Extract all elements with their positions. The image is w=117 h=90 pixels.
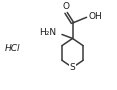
Text: HCl: HCl — [5, 44, 21, 53]
Text: OH: OH — [88, 12, 102, 21]
Text: H₂N: H₂N — [40, 28, 57, 37]
Text: S: S — [70, 63, 75, 72]
Text: O: O — [63, 2, 70, 11]
